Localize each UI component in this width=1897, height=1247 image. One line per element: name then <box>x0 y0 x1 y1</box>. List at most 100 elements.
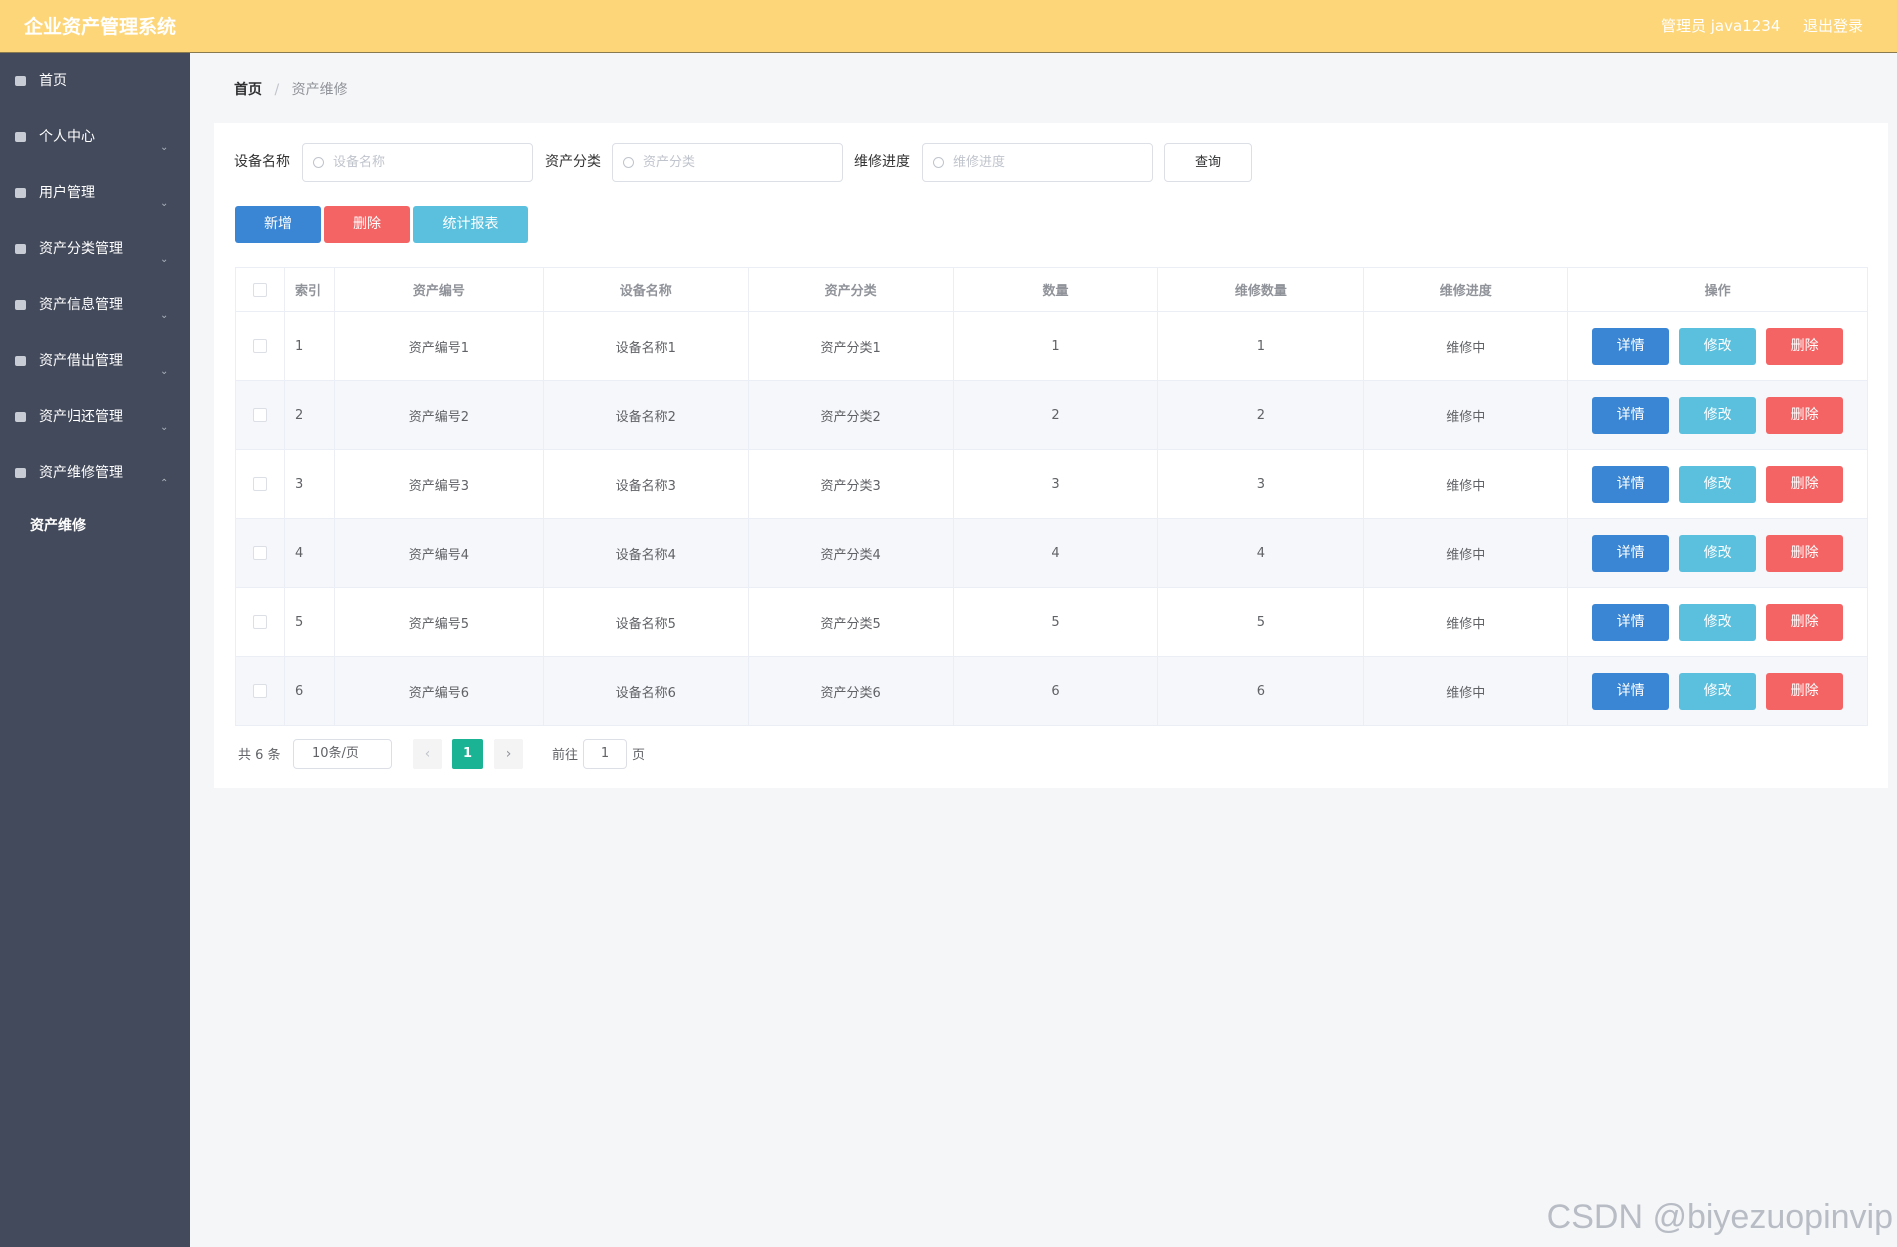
row-button[interactable]: 删除 <box>1766 672 1844 710</box>
menu-arrow: ⌄ <box>160 422 169 433</box>
goto-label: 前往 <box>552 748 579 763</box>
cell: 设备名称3 <box>544 450 749 518</box>
row-button[interactable]: 详情 <box>1592 396 1670 434</box>
cell: 维修中 <box>1364 381 1569 449</box>
cell: 4 <box>1158 519 1365 587</box>
cell: 5 <box>1158 588 1365 656</box>
search-input[interactable]: 维修进度 <box>922 143 1153 182</box>
row-button[interactable]: 详情 <box>1592 327 1670 365</box>
menu-item[interactable]: 资产维修管理 ⌃ <box>0 453 190 493</box>
cell: 设备名称1 <box>544 312 749 380</box>
row-button[interactable]: 删除 <box>1766 603 1844 641</box>
cell: 设备名称4 <box>544 519 749 587</box>
menu-arrow: ⌄ <box>160 142 169 153</box>
table-row: 5 资产编号5 设备名称5 资产分类5 5 5 维修中 详情 修改 删除 <box>235 588 1868 657</box>
cell: 资产编号5 <box>335 588 544 656</box>
cell: 详情 修改 删除 <box>1568 312 1868 380</box>
row-button[interactable]: 修改 <box>1679 603 1757 641</box>
checkbox[interactable] <box>252 684 267 698</box>
checkbox[interactable] <box>252 408 267 422</box>
checkbox[interactable] <box>252 339 267 353</box>
cell: 详情 修改 删除 <box>1568 450 1868 518</box>
search-label: 维修进度 <box>854 154 910 170</box>
menu-item[interactable]: 用户管理 ⌄ <box>0 173 190 213</box>
page-size[interactable]: 10条/页 <box>293 739 392 769</box>
next[interactable]: › <box>494 739 523 769</box>
menu-icon <box>15 76 26 86</box>
header-cell: 数量 <box>954 268 1159 311</box>
search-label: 资产分类 <box>545 154 601 170</box>
row-button[interactable]: 详情 <box>1592 672 1670 710</box>
row-button[interactable]: 详情 <box>1592 603 1670 641</box>
menu-item[interactable]: 资产归还管理 ⌄ <box>0 397 190 437</box>
cell: 6 <box>285 657 335 725</box>
header-cell: 维修数量 <box>1158 268 1365 311</box>
checkbox[interactable] <box>252 615 267 629</box>
cell: 维修中 <box>1364 657 1569 725</box>
cell <box>236 657 285 725</box>
sidebar: 首页个人中心 ⌄ 用户管理 ⌄ 资产分类管理 ⌄ 资产信息管理 ⌄ 资产借出管理 ⌄ 资产归还管理 ⌄… <box>0 53 190 1247</box>
row-button[interactable]: 修改 <box>1679 327 1757 365</box>
row-button[interactable]: 详情 <box>1592 534 1670 572</box>
menu-item[interactable]: 资产信息管理 ⌄ <box>0 285 190 325</box>
page-unit: 页 <box>632 748 646 763</box>
row-button[interactable]: 详情 <box>1592 465 1670 503</box>
action-button[interactable]: 新增 <box>235 206 321 243</box>
menu-icon <box>15 188 26 198</box>
table-row: 6 资产编号6 设备名称6 资产分类6 6 6 维修中 详情 修改 删除 <box>235 657 1868 726</box>
menu-icon <box>15 132 26 142</box>
cell: 资产编号3 <box>335 450 544 518</box>
cell: 详情 修改 删除 <box>1568 588 1868 656</box>
menu-item[interactable]: 资产借出管理 ⌄ <box>0 341 190 381</box>
header-cell: 索引 <box>285 268 335 311</box>
checkbox[interactable] <box>252 282 267 297</box>
row-button[interactable]: 修改 <box>1679 534 1757 572</box>
search-input[interactable]: 设备名称 <box>302 143 533 182</box>
cell: 设备名称5 <box>544 588 749 656</box>
table-row: 2 资产编号2 设备名称2 资产分类2 2 2 维修中 详情 修改 删除 <box>235 381 1868 450</box>
logout[interactable]: 退出登录 <box>1803 17 1864 35</box>
prev[interactable]: ‹ <box>413 739 442 769</box>
cell: 资产分类2 <box>749 381 954 449</box>
cell: 资产分类1 <box>749 312 954 380</box>
search-button[interactable]: 查询 <box>1164 143 1252 182</box>
row-button[interactable]: 删除 <box>1766 534 1844 572</box>
cell: 4 <box>285 519 335 587</box>
row-button[interactable]: 删除 <box>1766 396 1844 434</box>
cell: 资产编号1 <box>335 312 544 380</box>
action-button[interactable]: 删除 <box>324 206 410 243</box>
user-name: 管理员 java1234 <box>1661 17 1781 35</box>
header-cell <box>236 268 285 311</box>
menu-item[interactable]: 个人中心 ⌄ <box>0 117 190 157</box>
menu-icon <box>15 412 26 422</box>
cell: 资产编号2 <box>335 381 544 449</box>
table-header: 索引 资产编号 设备名称 资产分类 数量 维修数量 维修进度 操作 <box>235 267 1868 312</box>
menu-item[interactable]: 资产分类管理 ⌄ <box>0 229 190 269</box>
menu-label: 资产维修管理 <box>39 465 123 481</box>
checkbox[interactable] <box>252 477 267 491</box>
cell: 3 <box>285 450 335 518</box>
menu-icon <box>15 244 26 254</box>
cell: 1 <box>285 312 335 380</box>
action-button[interactable]: 统计报表 <box>413 206 528 243</box>
menu-label: 资产归还管理 <box>39 409 123 425</box>
row-button[interactable]: 删除 <box>1766 327 1844 365</box>
submenu-item[interactable]: 资产维修 <box>30 518 86 534</box>
search-icon <box>313 157 324 168</box>
row-button[interactable]: 修改 <box>1679 672 1757 710</box>
checkbox[interactable] <box>252 546 267 560</box>
row-button[interactable]: 修改 <box>1679 396 1757 434</box>
menu-icon <box>15 300 26 310</box>
row-button[interactable]: 修改 <box>1679 465 1757 503</box>
search-input[interactable]: 资产分类 <box>612 143 843 182</box>
menu-item[interactable]: 首页 <box>0 61 190 101</box>
goto-input[interactable]: 1 <box>583 739 627 769</box>
header-cell: 维修进度 <box>1364 268 1569 311</box>
cell: 2 <box>285 381 335 449</box>
menu-label: 首页 <box>39 73 67 89</box>
row-button[interactable]: 删除 <box>1766 465 1844 503</box>
page-number[interactable]: 1 <box>452 739 483 769</box>
cell: 3 <box>954 450 1159 518</box>
breadcrumb-item[interactable]: 首页 <box>234 82 262 98</box>
cell <box>236 588 285 656</box>
